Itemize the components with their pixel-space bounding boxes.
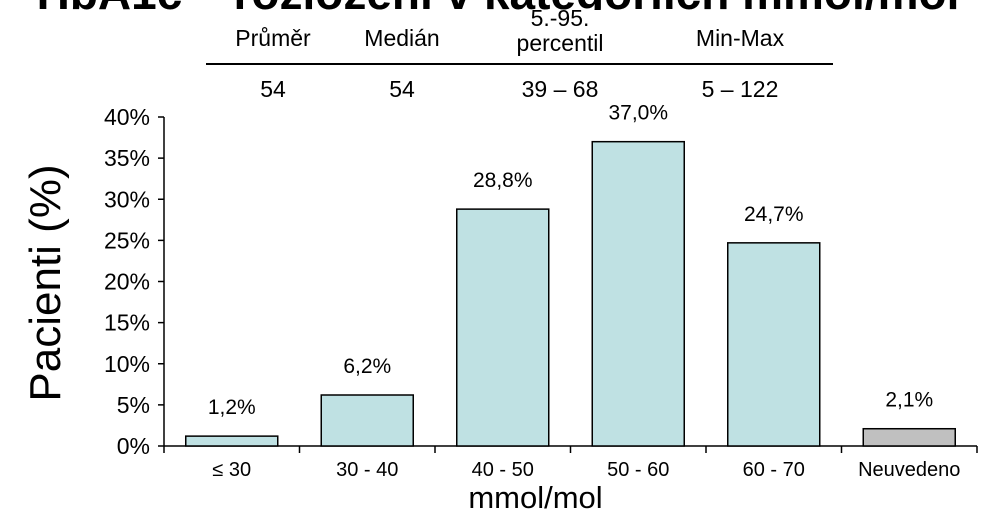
y-tick-label: 30% <box>104 186 150 212</box>
y-tick-label: 20% <box>104 269 150 295</box>
y-tick-label: 15% <box>104 310 150 336</box>
y-tick-label: 5% <box>117 392 150 418</box>
bar <box>185 435 279 447</box>
bar <box>320 394 414 447</box>
chart-title-clip: HbA1c – rozložení v kategoriích mmol/mol <box>0 0 996 10</box>
stat-header-percentile-top: 5.-95. <box>530 5 590 31</box>
stat-value-median: 54 <box>389 76 415 102</box>
x-axis-label: mmol/mol <box>468 480 602 515</box>
stat-value-mean: 54 <box>260 76 286 102</box>
stat-header-median: Medián <box>364 25 440 51</box>
x-tick-label: Neuvedeno <box>858 459 960 481</box>
bar-value-label: 2,1% <box>885 389 933 412</box>
stat-value-minmax: 5 – 122 <box>701 76 779 102</box>
x-tick-label: 40 - 50 <box>472 459 534 481</box>
x-tick-label: 60 - 70 <box>743 459 805 481</box>
bar-value-label: 1,2% <box>208 396 256 419</box>
bar-value-label: 24,7% <box>744 203 804 226</box>
y-tick-label: 10% <box>104 351 150 377</box>
bar <box>727 242 821 447</box>
bar-value-label: 37,0% <box>608 102 668 125</box>
bar <box>456 208 550 447</box>
x-tick-label: 30 - 40 <box>336 459 398 481</box>
y-tick-label: 25% <box>104 227 150 253</box>
y-tick-label: 35% <box>104 145 150 171</box>
bar-value-label: 6,2% <box>343 355 391 378</box>
stat-header-minmax: Min-Max <box>695 25 785 51</box>
stat-header-percentile-bottom: percentil <box>516 30 604 56</box>
x-tick-label: ≤ 30 <box>212 459 251 481</box>
stats-divider <box>206 63 833 65</box>
bar-value-label: 28,8% <box>473 169 533 192</box>
x-tick-label: 50 - 60 <box>607 459 669 481</box>
y-tick-label: 0% <box>117 433 150 459</box>
y-axis-label: Pacienti (%) <box>21 164 70 401</box>
chart-title: HbA1c – rozložení v kategoriích mmol/mol <box>0 0 996 10</box>
bar <box>862 427 956 447</box>
bar <box>591 140 685 447</box>
stat-header-mean: Průměr <box>235 25 311 51</box>
y-tick-label: 40% <box>104 104 150 130</box>
stat-value-percentile: 39 – 68 <box>521 76 599 102</box>
